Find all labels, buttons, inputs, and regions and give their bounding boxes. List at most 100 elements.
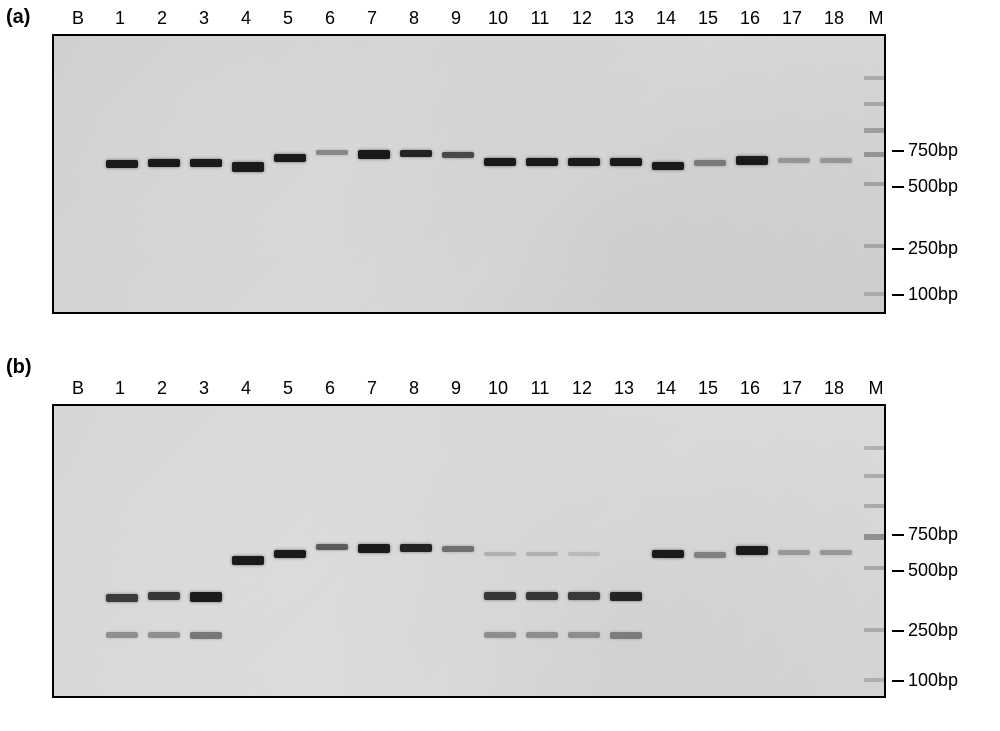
ladder-band (864, 128, 886, 133)
lane-label: 7 (362, 378, 382, 399)
marker-label: 750bp (908, 524, 958, 545)
lane-label: 8 (404, 378, 424, 399)
lane-label: M (866, 8, 886, 29)
gel-band (610, 632, 642, 639)
ladder-band (864, 504, 886, 508)
lane-label: 15 (698, 8, 718, 29)
lane-label: 12 (572, 378, 592, 399)
marker-label: 100bp (908, 670, 958, 691)
lane-label: 1 (110, 8, 130, 29)
gel-band (484, 552, 516, 556)
lane-label: 6 (320, 378, 340, 399)
gel-band (694, 552, 726, 558)
lane-label: 1 (110, 378, 130, 399)
panel-a-gel (52, 34, 886, 314)
gel-band (190, 159, 222, 167)
lane-label: 13 (614, 378, 634, 399)
gel-band (484, 592, 516, 600)
lane-label: 4 (236, 378, 256, 399)
gel-band (736, 546, 768, 555)
marker-tick (892, 570, 904, 572)
ladder-band (864, 566, 886, 570)
gel-band (148, 632, 180, 638)
ladder-band (864, 152, 886, 157)
gel-band (526, 158, 558, 166)
gel-band (526, 592, 558, 600)
marker-label: 750bp (908, 140, 958, 161)
gel-band (568, 158, 600, 166)
ladder-band (864, 446, 886, 450)
gel-band (442, 546, 474, 552)
gel-band (652, 550, 684, 558)
lane-label: 11 (530, 8, 550, 29)
panel-a-lane-labels: B123456789101112131415161718M (52, 8, 886, 30)
gel-band (568, 552, 600, 556)
lane-label: 8 (404, 8, 424, 29)
marker-label: 500bp (908, 560, 958, 581)
lane-label: 6 (320, 8, 340, 29)
gel-band (148, 592, 180, 600)
lane-label: 3 (194, 378, 214, 399)
gel-band (400, 150, 432, 157)
marker-tick (892, 630, 904, 632)
marker-label: 100bp (908, 284, 958, 305)
gel-band (190, 592, 222, 602)
gel-band (148, 159, 180, 167)
gel-band (484, 158, 516, 166)
gel-band (484, 632, 516, 638)
panel-a-label: (a) (6, 6, 30, 29)
ladder-band (864, 678, 886, 682)
gel-band (232, 556, 264, 565)
panel-b-gel (52, 404, 886, 698)
lane-label: 5 (278, 8, 298, 29)
gel-band (820, 158, 852, 163)
ladder-band (864, 474, 886, 478)
lane-label: 16 (740, 8, 760, 29)
lane-label: 3 (194, 8, 214, 29)
lane-label: 18 (824, 378, 844, 399)
gel-band (442, 152, 474, 158)
ladder-band (864, 292, 886, 296)
gel-band (358, 150, 390, 159)
gel-band (106, 632, 138, 638)
gel-band (652, 162, 684, 170)
lane-label: 12 (572, 8, 592, 29)
lane-label: 9 (446, 8, 466, 29)
gel-band (568, 632, 600, 638)
ladder-band (864, 244, 886, 248)
gel-band (274, 154, 306, 162)
gel-band (778, 158, 810, 163)
gel-band (400, 544, 432, 552)
gel-band (526, 552, 558, 556)
marker-tick (892, 294, 904, 296)
marker-tick (892, 248, 904, 250)
lane-label: 15 (698, 378, 718, 399)
lane-label: M (866, 378, 886, 399)
lane-label: 16 (740, 378, 760, 399)
marker-label: 500bp (908, 176, 958, 197)
gel-band (106, 594, 138, 602)
lane-label: 11 (530, 378, 550, 399)
gel-band (610, 592, 642, 601)
lane-label: 13 (614, 8, 634, 29)
lane-label: 5 (278, 378, 298, 399)
gel-band (736, 156, 768, 165)
gel-band (190, 632, 222, 639)
lane-label: 17 (782, 8, 802, 29)
gel-band (106, 160, 138, 168)
panel-b-lane-labels: B123456789101112131415161718M (52, 378, 886, 400)
marker-tick (892, 186, 904, 188)
lane-label: 18 (824, 8, 844, 29)
marker-tick (892, 534, 904, 536)
lane-label: 2 (152, 8, 172, 29)
lane-label: 17 (782, 378, 802, 399)
gel-band (778, 550, 810, 555)
lane-label: 4 (236, 8, 256, 29)
lane-label: 7 (362, 8, 382, 29)
ladder-band (864, 76, 886, 80)
lane-label: B (68, 378, 88, 399)
panel-b-markers: 750bp500bp250bp100bp (886, 404, 996, 698)
gel-band (316, 150, 348, 155)
marker-tick (892, 150, 904, 152)
gel-band (694, 160, 726, 166)
